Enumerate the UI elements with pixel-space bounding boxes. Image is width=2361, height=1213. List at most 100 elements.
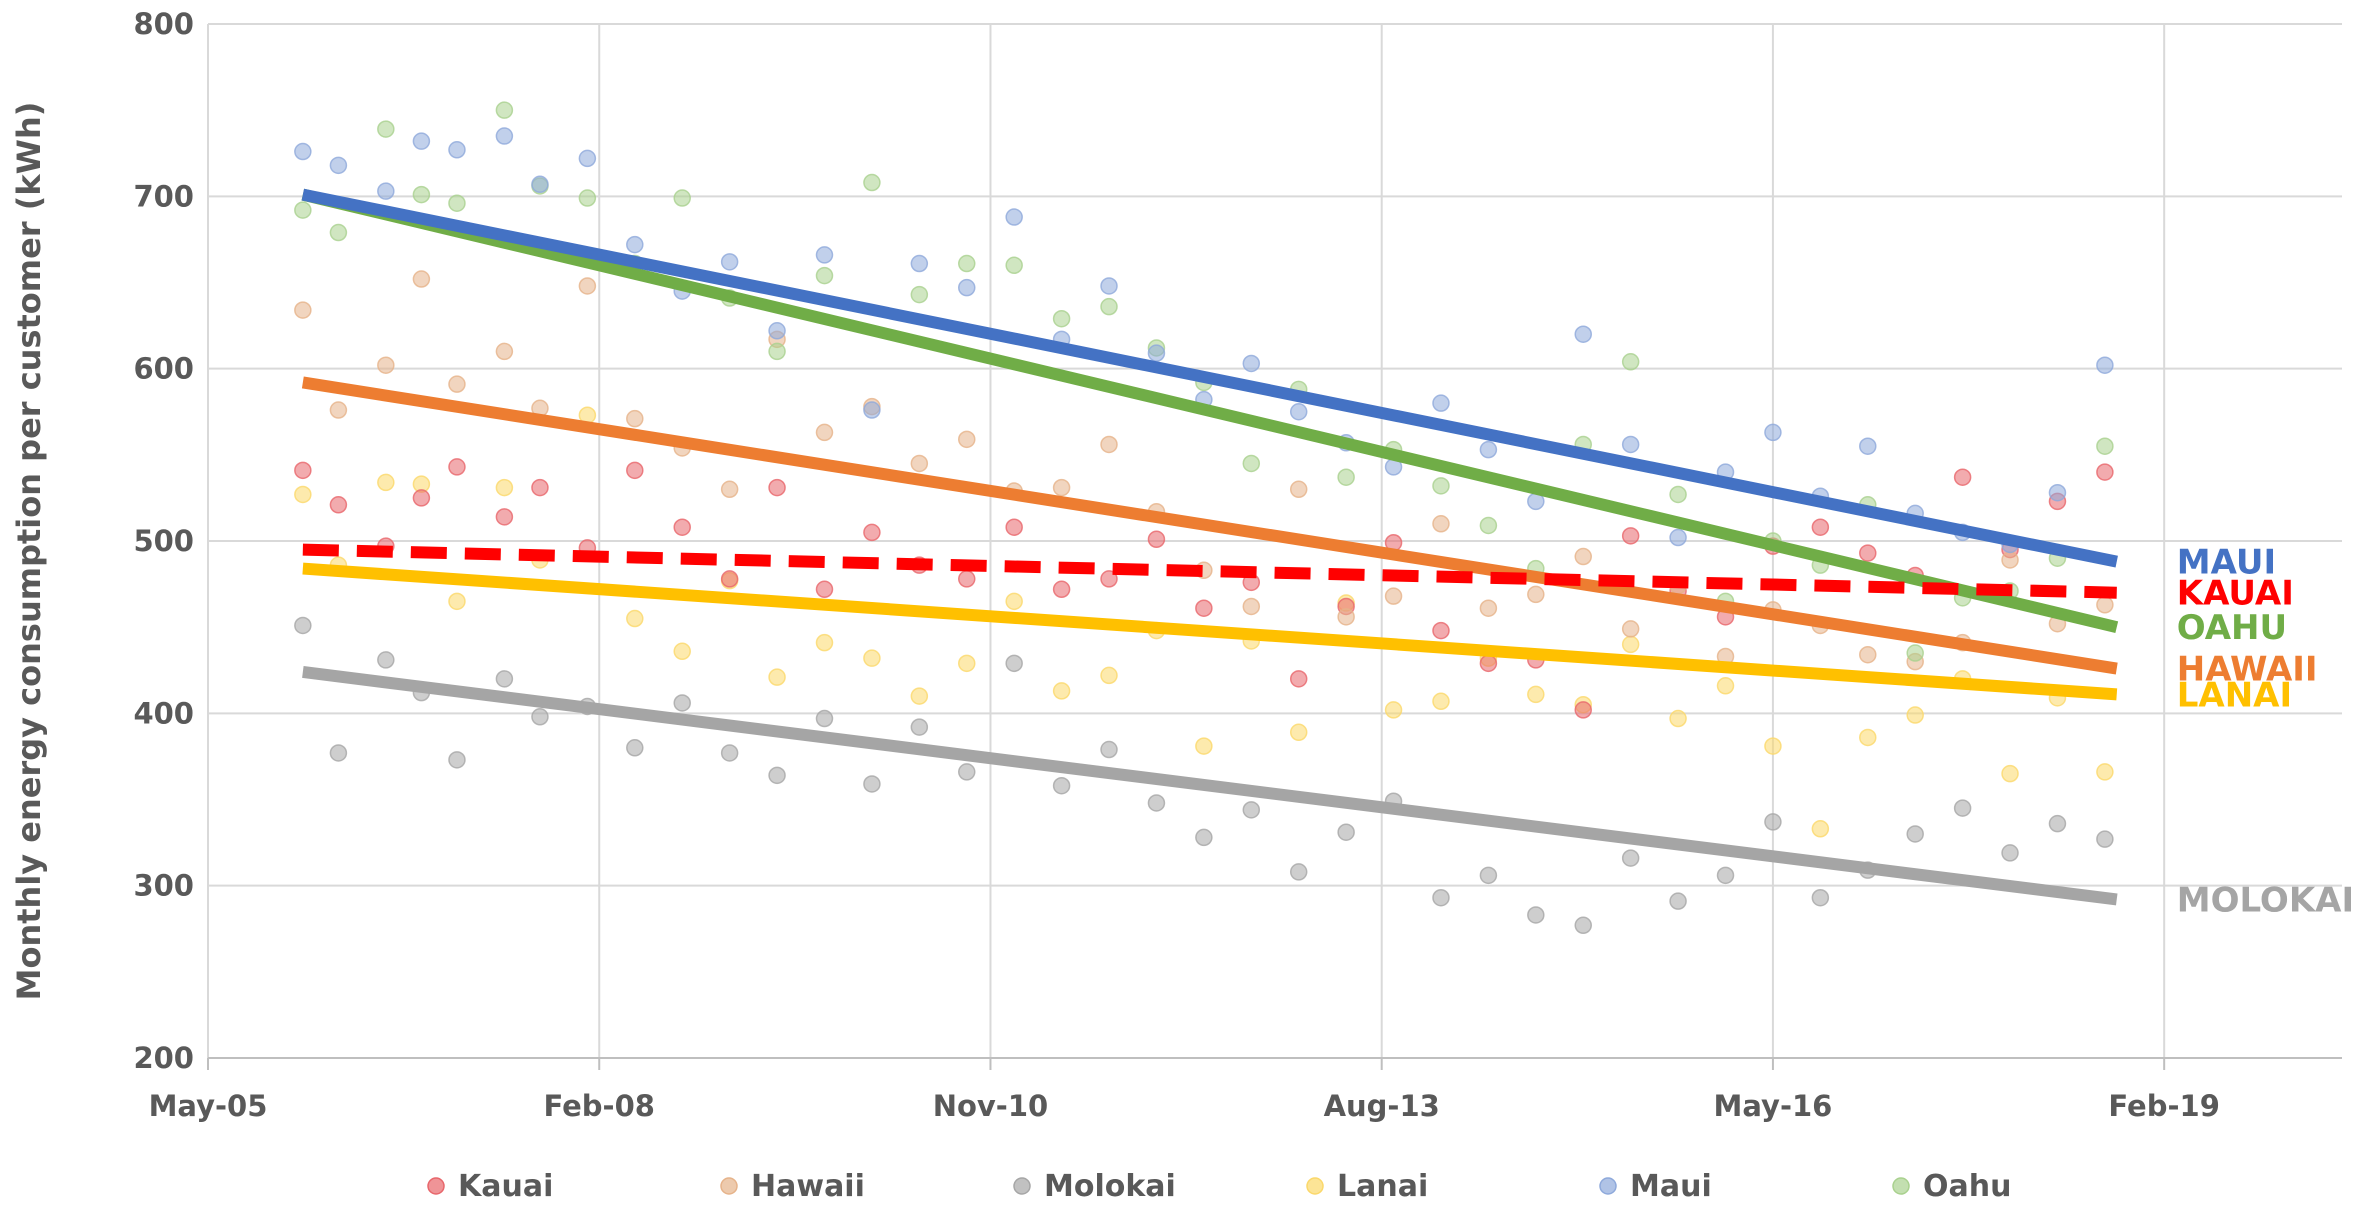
data-point-molokai xyxy=(2048,814,2067,833)
data-point-hawaii xyxy=(578,277,597,295)
data-point-molokai xyxy=(1527,906,1545,924)
data-point-oahu xyxy=(1906,644,1924,662)
trend-line-maui xyxy=(301,188,2118,568)
trend-label-oahu: OAHU xyxy=(2177,608,2287,648)
data-point-maui xyxy=(1764,423,1782,442)
data-point-molokai xyxy=(531,708,549,726)
y-tick-label: 400 xyxy=(133,696,194,730)
data-point-hawaii xyxy=(1432,515,1450,533)
data-point-molokai xyxy=(1147,794,1166,812)
grid-layer xyxy=(207,23,2342,1059)
data-point-molokai xyxy=(815,709,834,728)
x-tick-label: Nov-10 xyxy=(933,1089,1049,1123)
y-tick-label: 300 xyxy=(133,869,194,903)
data-point-lanai xyxy=(1716,677,1735,695)
data-point-oahu xyxy=(1621,353,1640,371)
data-point-lanai xyxy=(1621,635,1640,654)
legend-label: Oahu xyxy=(1923,1169,2011,1204)
data-point-oahu xyxy=(1052,309,1071,328)
data-point-lanai xyxy=(1384,701,1403,719)
data-point-hawaii xyxy=(1621,620,1640,638)
data-point-kauai xyxy=(1479,654,1498,673)
data-point-oahu xyxy=(863,173,881,192)
data-point-lanai xyxy=(1289,723,1308,742)
legend-item-maui: Maui xyxy=(1599,1169,1712,1204)
data-point-kauai xyxy=(1147,530,1166,549)
legend-marker xyxy=(1306,1177,1324,1195)
data-point-molokai xyxy=(1906,825,1924,843)
legend-marker xyxy=(1013,1177,1031,1195)
data-point-hawaii xyxy=(1289,480,1308,499)
x-tick-label: May-16 xyxy=(1714,1089,1833,1123)
legend-label: Maui xyxy=(1630,1169,1712,1204)
data-point-molokai xyxy=(1716,866,1735,885)
data-point-lanai xyxy=(2096,763,2114,781)
data-point-hawaii xyxy=(1100,435,1118,454)
data-point-hawaii xyxy=(495,342,514,361)
data-point-hawaii xyxy=(294,301,312,319)
y-tick-label: 700 xyxy=(133,179,194,213)
data-point-molokai xyxy=(673,694,691,712)
data-point-maui xyxy=(1479,440,1498,459)
data-point-kauai xyxy=(1289,670,1308,688)
data-point-hawaii xyxy=(958,430,976,449)
legend-item-lanai: Lanai xyxy=(1306,1169,1428,1204)
data-point-hawaii xyxy=(1574,547,1592,566)
data-point-kauai xyxy=(531,478,549,497)
data-point-maui xyxy=(578,149,597,168)
data-point-molokai xyxy=(329,744,348,762)
trend-label-lanai: LANAI xyxy=(2177,675,2292,715)
y-tick-label: 200 xyxy=(133,1041,194,1075)
trend-line-oahu xyxy=(301,188,2119,634)
data-point-kauai xyxy=(1195,599,1213,617)
data-point-oahu xyxy=(329,223,348,242)
trend-label-kauai: KAUAI xyxy=(2177,574,2294,614)
data-point-lanai xyxy=(495,478,514,497)
data-point-molokai xyxy=(1479,866,1498,885)
legend-item-kauai: Kauai xyxy=(427,1169,553,1204)
data-point-oahu xyxy=(1337,468,1355,486)
data-point-maui xyxy=(1669,528,1687,547)
trend-line-lanai xyxy=(302,562,2118,701)
data-point-hawaii xyxy=(1242,597,1261,616)
x-tick-label: May-05 xyxy=(149,1089,268,1123)
points-layer xyxy=(294,101,2114,935)
legend-marker xyxy=(1892,1177,1910,1195)
data-point-kauai xyxy=(768,478,786,497)
data-point-hawaii xyxy=(1384,587,1403,605)
data-point-kauai xyxy=(1574,701,1592,719)
data-point-kauai xyxy=(412,489,431,507)
data-point-maui xyxy=(958,278,976,297)
data-point-oahu xyxy=(495,101,514,119)
data-point-hawaii xyxy=(1527,585,1545,604)
data-point-maui xyxy=(1147,344,1166,362)
legend: Kauai Hawaii Molokai Lanai Maui Oahu xyxy=(427,1169,2011,1204)
data-point-molokai xyxy=(1005,654,1023,673)
data-point-kauai xyxy=(448,458,466,476)
data-point-maui xyxy=(768,322,786,340)
data-point-lanai xyxy=(1195,737,1213,755)
data-point-hawaii xyxy=(329,401,348,419)
data-point-hawaii xyxy=(1859,645,1877,664)
data-point-maui xyxy=(412,132,431,150)
data-point-molokai xyxy=(1100,740,1118,759)
data-point-oahu xyxy=(2096,437,2114,455)
data-point-lanai xyxy=(1527,685,1545,704)
data-point-oahu xyxy=(910,285,929,304)
data-point-hawaii xyxy=(2001,551,2019,569)
data-point-hawaii xyxy=(2096,596,2114,614)
data-point-molokai xyxy=(2001,844,2019,862)
data-point-maui xyxy=(1432,394,1450,412)
data-point-oahu xyxy=(768,342,786,361)
data-point-kauai xyxy=(294,461,312,480)
legend-item-molokai: Molokai xyxy=(1013,1169,1176,1204)
data-point-molokai xyxy=(720,744,739,762)
data-point-oahu xyxy=(1242,454,1261,473)
data-point-oahu xyxy=(958,254,976,273)
data-point-lanai xyxy=(1005,592,1023,611)
data-point-hawaii xyxy=(626,409,644,428)
data-point-maui xyxy=(626,235,644,254)
legend-item-oahu: Oahu xyxy=(1892,1169,2011,1204)
